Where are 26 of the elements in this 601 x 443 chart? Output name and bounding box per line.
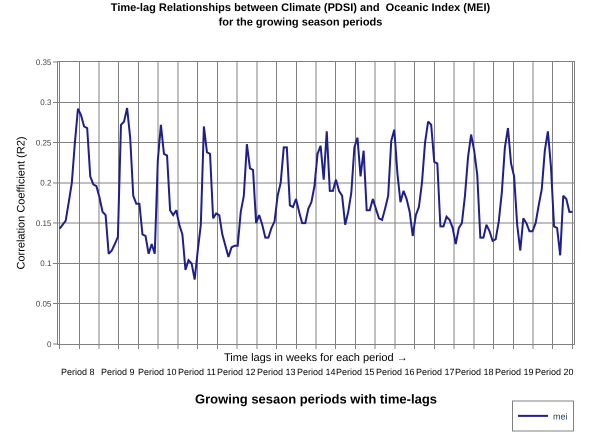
text: Period 16	[376, 367, 415, 377]
y-tick-label: 0.35	[36, 58, 52, 67]
y-tick-label: 0.3	[40, 98, 52, 108]
text: Period 17	[416, 367, 455, 377]
text: Period 14	[297, 367, 336, 377]
legend-label: mei	[553, 411, 568, 422]
text: Period 13	[257, 367, 296, 377]
x-axis-title: Growing sesaon periods with time-lags	[195, 391, 437, 406]
text: Period 20	[535, 367, 574, 377]
text: Period 10	[138, 367, 177, 377]
y-tick-label: 0	[46, 340, 52, 349]
text: Period 8	[61, 367, 95, 377]
text: Time lags in weeks for each period →	[224, 352, 408, 364]
text: Period 12	[217, 367, 256, 377]
y-tick-label: 0.2	[40, 178, 52, 188]
y-axis-title: Correlation Coefficient (R2)	[15, 136, 28, 270]
y-tick-label: 0.15	[36, 218, 52, 228]
y-tick-label: 0.1	[40, 259, 52, 268]
chart-title: Time-lag Relationships between Climate (PDSI) and Oceanic Index (MEI) for the growing season periods	[110, 2, 491, 28]
text: Period 15	[336, 367, 375, 377]
text: Period 18	[455, 367, 494, 377]
text: Period 11	[178, 367, 216, 377]
y-tick-label: 0.25	[36, 138, 52, 148]
text: Period 9	[101, 367, 135, 377]
text: Period 19	[495, 367, 534, 377]
y-tick-label: 0.05	[36, 300, 52, 309]
